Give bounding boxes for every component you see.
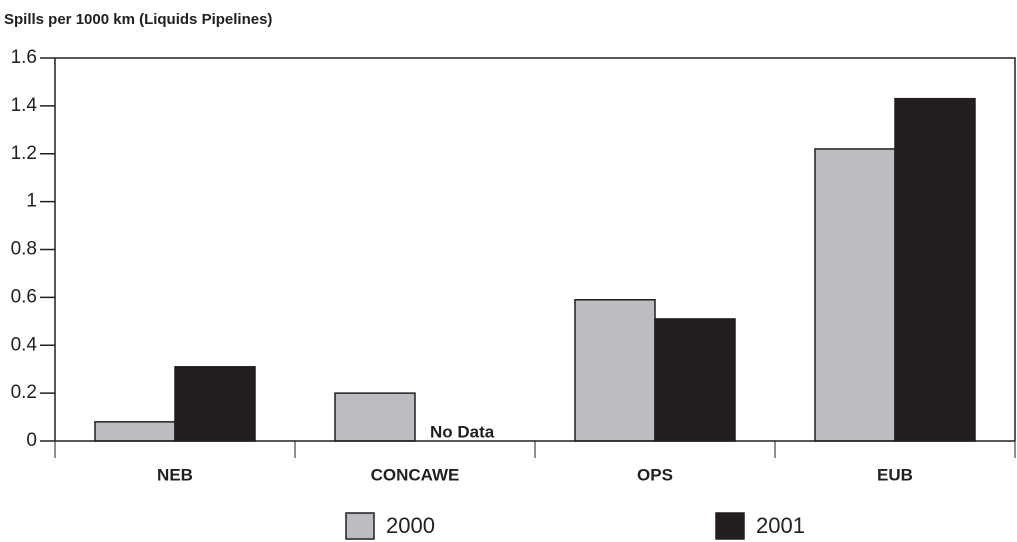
- legend-label: 2000: [386, 513, 435, 538]
- bar: [334, 392, 416, 442]
- y-tick-label: 1.2: [11, 143, 37, 164]
- y-tick-label: 0.4: [11, 334, 38, 355]
- bar: [814, 148, 896, 442]
- y-tick-label: 1.6: [11, 47, 37, 68]
- y-tick-label: 1.4: [11, 95, 38, 116]
- y-tick-label: 0.2: [11, 382, 37, 403]
- y-tick-label: 1: [26, 191, 37, 212]
- y-tick-label: 0.8: [11, 239, 37, 260]
- annotation: No Data: [430, 422, 495, 441]
- y-tick-label: 0.6: [11, 286, 37, 307]
- legend-swatch: [345, 512, 375, 540]
- bar: [174, 366, 256, 442]
- x-tick-label: CONCAWE: [371, 465, 460, 484]
- bar: [574, 299, 656, 442]
- y-tick-label: 0: [26, 430, 37, 451]
- bar: [894, 97, 976, 442]
- legend-label: 2001: [756, 513, 805, 538]
- x-tick-label: EUB: [877, 465, 913, 484]
- chart-title: Spills per 1000 km (Liquids Pipelines): [4, 11, 272, 28]
- x-tick-label: NEB: [157, 465, 193, 484]
- bar: [94, 421, 176, 442]
- bar: [654, 318, 736, 442]
- legend-swatch: [715, 512, 745, 540]
- x-tick-label: OPS: [637, 465, 673, 484]
